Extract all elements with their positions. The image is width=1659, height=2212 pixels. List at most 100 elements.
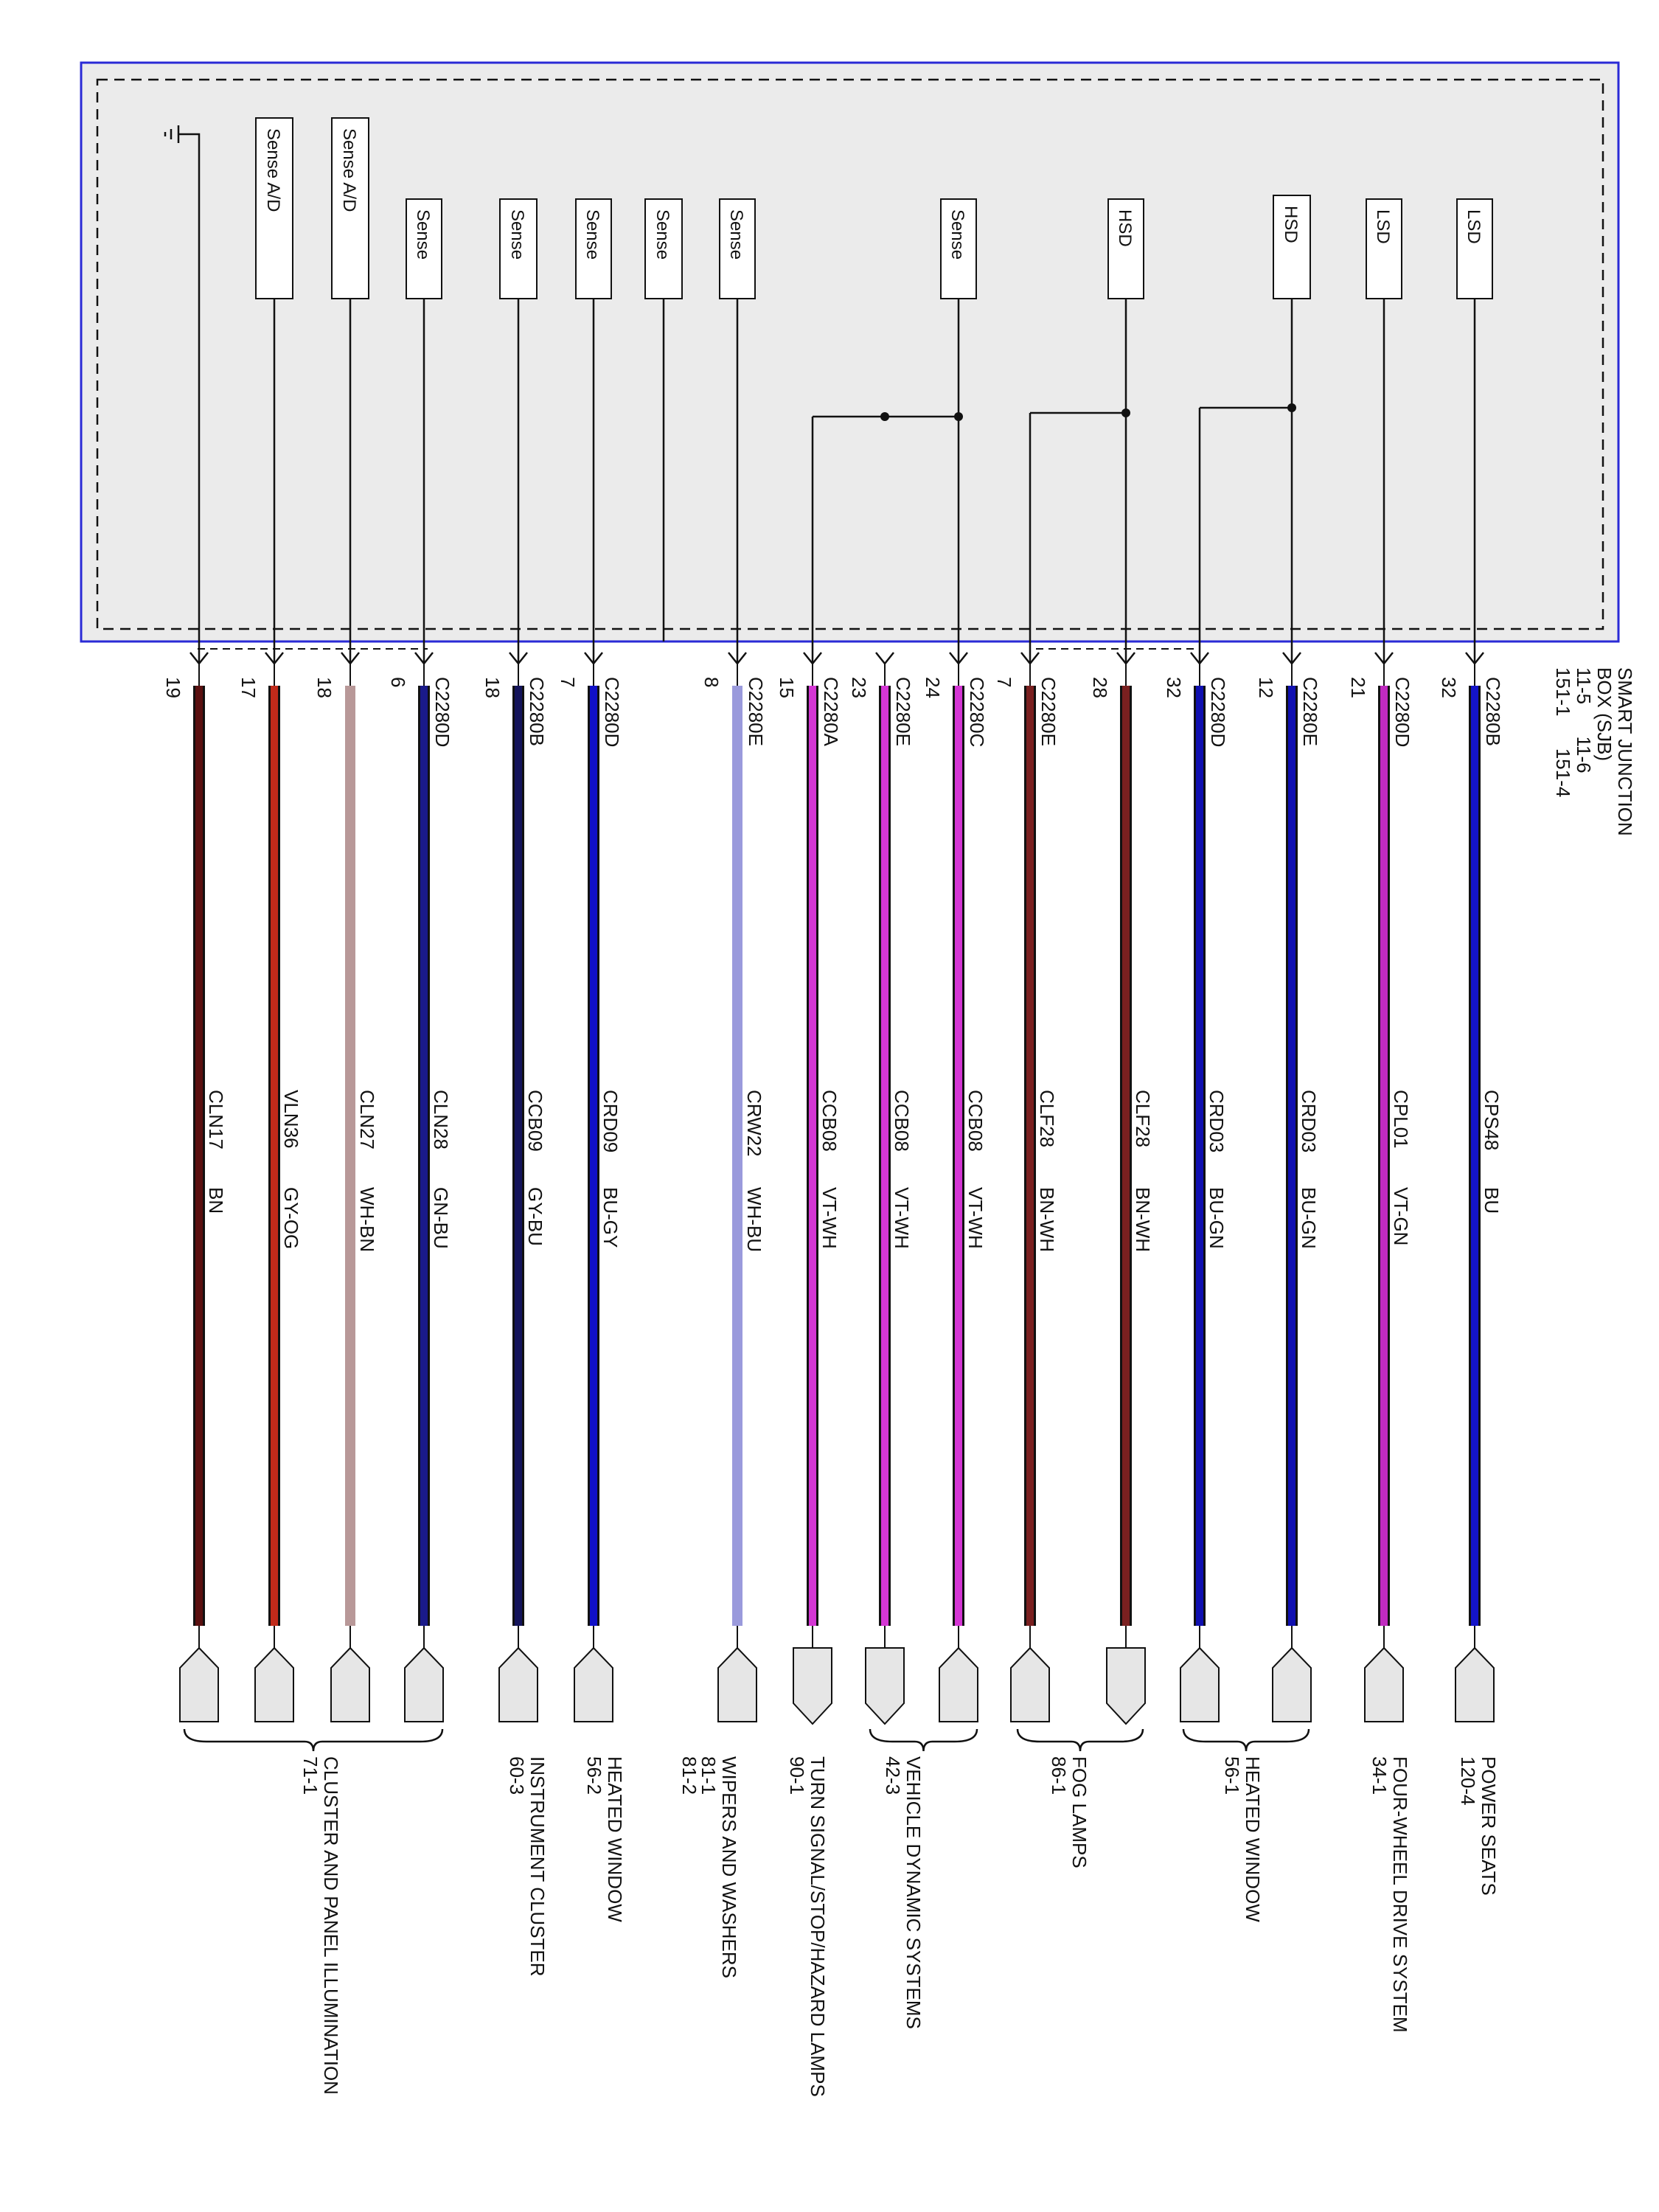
wire-crd03: 32 C2280D CRD03 BU-GN	[1163, 662, 1229, 1722]
destination-ref: 56-2	[583, 1756, 605, 1795]
ground-icon	[164, 125, 201, 662]
wire-color-label: WH-BN	[356, 1187, 378, 1252]
module-title-line-1: SMART JUNCTION	[1614, 667, 1636, 836]
terminal-connector-icon	[939, 1646, 978, 1722]
terminal-connector-icon	[179, 1646, 219, 1722]
circuit-label: CLN28	[430, 1090, 452, 1150]
connector-id: C2280D	[601, 677, 623, 747]
terminal-connector-icon	[1272, 1646, 1312, 1722]
wire-color-label: BN-WH	[1036, 1187, 1058, 1252]
wire-color-label: BU-GN	[1298, 1187, 1320, 1249]
destination-name: VEHICLE DYNAMIC SYSTEMS	[902, 1756, 925, 2029]
connector-id: C2280E	[892, 677, 914, 746]
destination-name: CLUSTER AND PANEL ILLUMINATION	[320, 1756, 342, 2095]
brace	[869, 1728, 978, 1752]
wire-crd03: 12 C2280E CRD03 BU-GN	[1255, 662, 1321, 1722]
wire-cln28: 6 C2280D CLN28 GN-BU	[387, 662, 453, 1722]
pin-number: 15	[776, 677, 798, 698]
pin-arrow-icon	[875, 652, 894, 666]
terminal-connector-icon	[1180, 1646, 1220, 1722]
brace	[1016, 1728, 1144, 1752]
destination-name: WIPERS AND WASHERS	[718, 1756, 740, 1978]
wire-color-label: BN-WH	[1132, 1187, 1154, 1252]
device-lsd: LSD	[1366, 198, 1402, 662]
circuit-label: CRD09	[599, 1090, 622, 1152]
circuit-label: CRW22	[743, 1090, 765, 1157]
pin-number: 6	[387, 677, 409, 687]
destination-ref: 56-1	[1221, 1756, 1243, 1795]
device-label: Sense A/D	[339, 128, 359, 212]
terminal-connector-icon	[1364, 1646, 1404, 1722]
wire-ccb08: 23 C2280E CCB08 VT-WH	[848, 662, 914, 1725]
terminal-connector-icon	[1106, 1647, 1146, 1725]
module-title-line-2: BOX (SJB)	[1593, 667, 1615, 761]
destination-ref: 86-1	[1048, 1756, 1070, 1795]
device-sense: Sense	[644, 198, 683, 641]
wire-cln17: 19 CLN17 BN	[162, 662, 227, 1722]
device-label: HSD	[1281, 206, 1301, 243]
circuit-label: CRD03	[1206, 1090, 1228, 1152]
circuit-label: CPS48	[1481, 1090, 1503, 1150]
destination-ref: 81-1	[698, 1756, 720, 1795]
circuit-label: CCB08	[891, 1090, 913, 1152]
pin-number: 7	[993, 677, 1015, 687]
wire-ccb08: 24 C2280C CCB08 VT-WH	[922, 662, 988, 1722]
wire-cpl01: 21 C2280D CPL01 VT-GN	[1347, 662, 1413, 1722]
destination-ref: 90-1	[786, 1756, 808, 1795]
wire-color-label: BN	[205, 1187, 227, 1214]
pin-number: 23	[848, 677, 870, 698]
wire-clf28: 7 C2280E CLF28 BN-WH	[993, 662, 1060, 1722]
circuit-label: CLN27	[356, 1090, 378, 1150]
device-label: Sense	[653, 209, 672, 260]
terminal-connector-icon	[254, 1646, 294, 1722]
destination-ref: 60-3	[506, 1756, 528, 1795]
destination-name: HEATED WINDOW	[1242, 1756, 1264, 1922]
wire-color-label: VT-GN	[1390, 1187, 1412, 1245]
wire-ccb09: 18 C2280B CCB09 GY-BU	[481, 662, 548, 1722]
device-label: LSD	[1464, 209, 1484, 244]
device-sense-a-d: Sense A/D	[255, 117, 293, 662]
destination-name: POWER SEATS	[1478, 1756, 1500, 1896]
wire-ccb08: 15 C2280A CCB08 VT-WH	[776, 662, 842, 1725]
connector-id: C2280E	[1299, 677, 1321, 746]
circuit-label: VLN36	[280, 1090, 302, 1149]
device-label: Sense	[507, 209, 527, 260]
wire-color-label: BU-GN	[1206, 1187, 1228, 1249]
module-frame	[80, 61, 1620, 643]
connector-id: C2280B	[526, 677, 548, 746]
wire-color-label: GN-BU	[430, 1187, 452, 1249]
device-sense: Sense	[499, 198, 538, 662]
wire-crd09: 7 C2280D CRD09 BU-GY	[557, 662, 623, 1722]
device-sense: Sense	[575, 198, 612, 662]
circuit-label: CCB09	[524, 1090, 546, 1152]
connector-id: C2280D	[1391, 677, 1413, 747]
destination-name: INSTRUMENT CLUSTER	[526, 1756, 549, 1977]
destination-name: TURN SIGNAL/STOP/HAZARD LAMPS	[807, 1756, 829, 2097]
destination-ref: 34-1	[1368, 1756, 1391, 1795]
wire-clf28: 28 CLF28 BN-WH	[1089, 662, 1154, 1725]
terminal-connector-icon	[330, 1646, 370, 1722]
device-lsd: LSD	[1456, 198, 1493, 662]
connector-id: C2280E	[745, 677, 767, 746]
wire-color-label: VT-WH	[964, 1187, 987, 1249]
terminal-connector-icon	[1455, 1646, 1495, 1722]
internal-junctions	[811, 406, 1292, 662]
pin-number: 8	[700, 677, 723, 687]
wire-color-label: GY-BU	[524, 1187, 546, 1246]
device-label: Sense	[726, 209, 746, 260]
device-sense: Sense	[719, 198, 756, 662]
device-sense-a-d: Sense A/D	[331, 117, 369, 662]
destination-ref: 42-3	[882, 1756, 904, 1795]
terminal-connector-icon	[793, 1647, 832, 1725]
destination-ref: 71-1	[299, 1756, 321, 1795]
pin-number: 24	[922, 677, 944, 698]
pin-number: 32	[1163, 677, 1185, 698]
device-label: Sense A/D	[263, 128, 283, 212]
module-title-line-3: 11-5 11-6	[1573, 667, 1595, 773]
pin-number: 17	[237, 677, 260, 698]
device-label: Sense	[582, 209, 602, 260]
